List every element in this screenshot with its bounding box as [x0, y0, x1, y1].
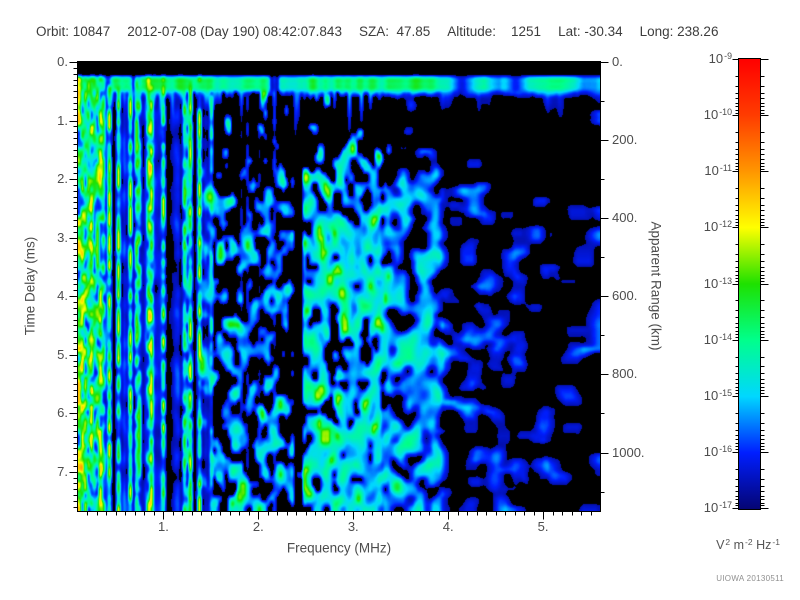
tick-label: 6.: [57, 405, 68, 421]
tick-label: 10-17: [703, 500, 732, 515]
tick-label: 2.: [252, 519, 264, 534]
tick-label: 10-9: [708, 51, 732, 66]
header-field: 2012-07-08 (Day 190) 08:42:07.843: [127, 24, 342, 39]
spectrogram-canvas: [78, 62, 600, 511]
watermark-text: UIOWA 20130511: [716, 574, 784, 583]
header-info: Orbit: 10847 2012-07-08 (Day 190) 08:42:0…: [36, 24, 718, 39]
tick-label: 600.: [612, 288, 638, 304]
tick-label: 1000.: [612, 444, 645, 460]
tick-label: 3.: [347, 519, 359, 534]
tick-label: 200.: [612, 132, 638, 148]
header-field: SZA: 47.85: [358, 24, 431, 39]
tick-label: 2.: [57, 171, 68, 187]
tick-label: 7.: [57, 463, 68, 479]
y-axis-title-right: Apparent Range (km): [648, 221, 664, 351]
colorbar-unit-label: V2 m-2 Hz-1: [716, 537, 780, 552]
x-axis-title: Frequency (MHz): [286, 540, 392, 556]
tick-label: 10-12: [703, 219, 732, 235]
y-axis-title-left: Time Delay (ms): [22, 236, 38, 336]
tick-label: 3.: [57, 229, 68, 245]
tick-label: 1.: [157, 519, 169, 534]
header-field: Orbit: 10847: [36, 24, 111, 39]
header-field: Altitude: 1251: [447, 24, 542, 39]
colorbar-gradient: [738, 58, 761, 510]
tick-label: 0.: [612, 54, 623, 69]
header-field: Lat: -30.34: [558, 24, 623, 39]
tick-label: 0.: [57, 54, 68, 69]
tick-label: 10-15: [703, 387, 732, 403]
tick-label: 1.: [57, 112, 68, 128]
tick-label: 4.: [57, 288, 68, 304]
tick-label: 4.: [442, 519, 454, 534]
tick-label: 10-13: [703, 275, 732, 291]
tick-label: 800.: [612, 366, 638, 382]
plot-frame: [77, 61, 601, 512]
header-field: Long: 238.26: [639, 24, 719, 39]
tick-label: 5.: [57, 346, 68, 362]
tick-label: 10-16: [703, 443, 732, 459]
tick-label: 10-14: [703, 331, 732, 347]
tick-label: 400.: [612, 210, 638, 226]
tick-label: 10-10: [703, 107, 732, 123]
tick-label: 5.: [537, 519, 549, 534]
tick-label: 10-11: [704, 163, 732, 179]
